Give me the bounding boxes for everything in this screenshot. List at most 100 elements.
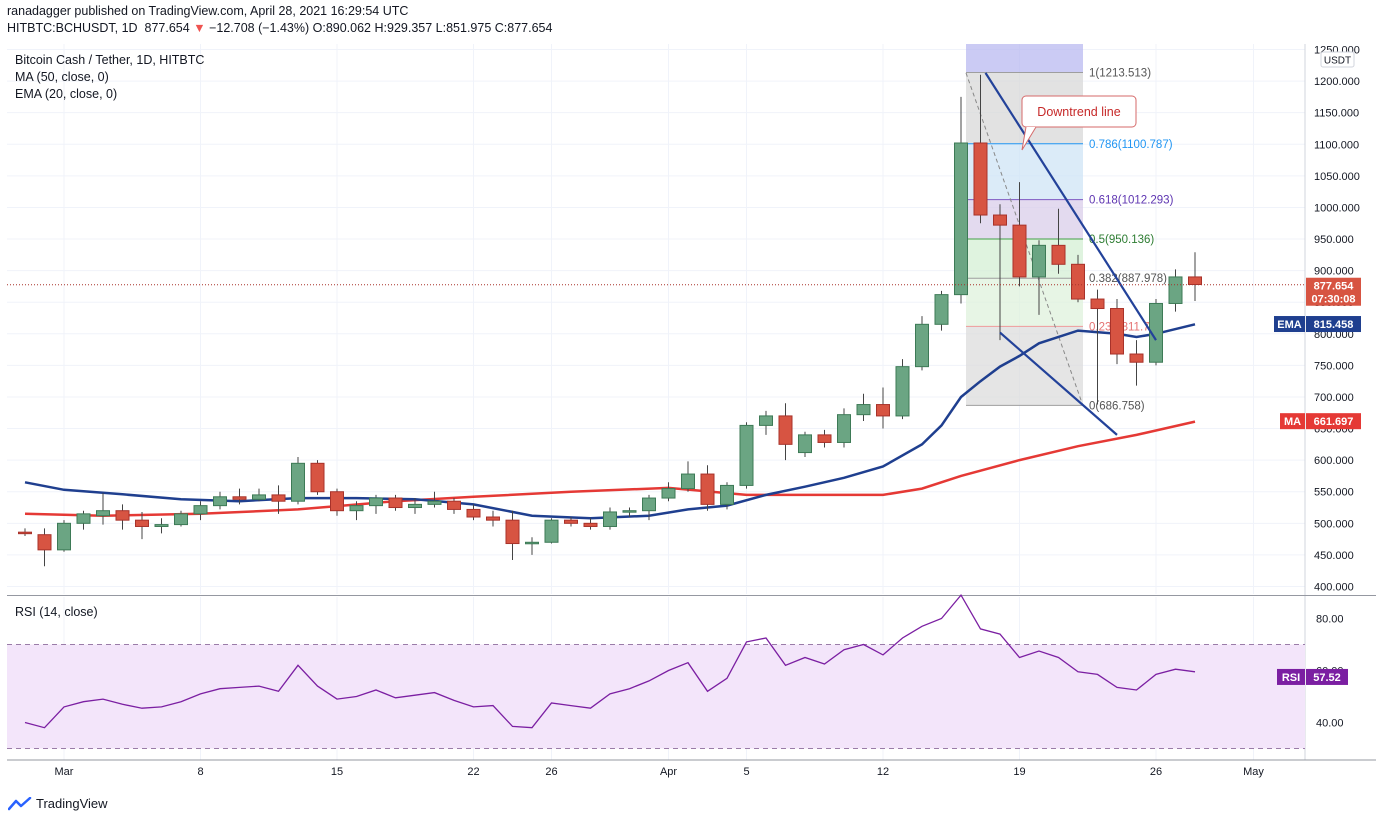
candle-body [232,496,247,500]
fib-band [966,44,1083,73]
time-tick-label: 19 [1013,766,1025,778]
candle-body [817,434,832,443]
candle-body [1051,244,1066,265]
high-value: H:929.357 [374,21,433,35]
fib-level-label: 0.786(1100.787) [1089,139,1173,151]
rsi-line [24,593,1196,729]
candle-body [57,522,71,551]
candle-body [408,503,422,509]
callout-box [1021,95,1137,128]
candle-body [37,534,52,551]
candle-body [18,531,32,535]
downtrend-channel-line [999,331,1118,436]
candle-body [310,462,325,493]
rsi-tick-label: 80.00 [1316,614,1344,626]
legend-title: Bitcoin Cash / Tether, 1D, HITBTC [15,53,205,67]
symbol-text: HITBTC:BCHUSDT, 1D [7,21,138,35]
candle-body [1168,276,1183,304]
ema20-line [24,323,1196,520]
price-tick-label: 1200.000 [1314,76,1360,88]
callout-label: Downtrend line [1037,105,1120,119]
time-tick-label: Mar [55,766,74,778]
open-value: O:890.062 [312,21,372,35]
fib-level-label: 0(686.758) [1089,400,1145,412]
candle-body [1188,276,1202,286]
rsi-tick-label: 40.00 [1316,718,1344,730]
low-value: L:851.975 [435,21,492,35]
legend-ma: MA (50, close, 0) [15,70,109,84]
price-change: −12.708 (−1.43%) [209,21,310,35]
tradingview-logo-icon [8,796,32,810]
time-tick-label: 12 [877,766,889,778]
time-tick-label: 26 [1150,766,1162,778]
ma-price-tag-label: 661.697 [1314,416,1354,428]
candle-body [837,414,851,443]
legend-ema: EMA (20, close, 0) [15,87,118,101]
candle-body [1090,298,1105,310]
change-arrow-icon: ▼ [193,21,206,35]
candle-body [466,508,481,518]
candle-body [700,473,715,505]
candle-body [1012,224,1027,278]
rsi-name-label: RSI [1282,672,1300,684]
candle-body [895,366,910,417]
candle-body [681,473,695,490]
candle-body [174,513,188,526]
price-tick-label: 1000.000 [1314,202,1360,214]
price-tick-label: 1050.000 [1314,171,1360,183]
callout-pointer [1021,126,1037,151]
tradingview-brand: TradingView [36,796,108,811]
ema-name-tag [1274,316,1305,333]
candle-body [934,294,949,325]
price-tick-label: 450.000 [1314,550,1354,562]
candle-body [96,510,110,517]
candle-body [388,497,403,509]
time-tick-label: 26 [545,766,557,778]
candle-body [544,519,559,543]
candle-body [1110,308,1124,355]
fib-level-label: 0.382(887.978) [1089,273,1167,285]
candle-body [135,519,149,527]
price-tick-label: 1100.000 [1314,139,1359,151]
fib-band [966,326,1083,406]
current-price-tag [1306,277,1361,306]
ma-name-tag [1280,413,1305,430]
ema-price-tag [1306,316,1361,333]
ma50-line [24,420,1196,517]
candle-body [583,522,598,527]
time-tick-label: 8 [197,766,203,778]
candle-body [271,494,286,502]
price-tick-label: 400.000 [1314,582,1354,594]
candle-body [739,424,754,486]
candle-body [759,415,773,426]
candle-body [1149,302,1163,363]
ema-price-tag-label: 815.458 [1314,319,1354,331]
time-tick-label: 15 [331,766,343,778]
rsi-value-tag [1306,668,1348,685]
ema-name-label: EMA [1277,319,1302,331]
candle-body [954,142,968,296]
candle-body [525,541,539,545]
candle-body [369,497,383,507]
candle-body [778,415,793,445]
candle-body [154,524,169,527]
candle-body [1032,244,1046,278]
candle-body [622,510,637,513]
candle-body [505,519,520,545]
time-tick-label: 5 [743,766,749,778]
candle-body [993,214,1007,226]
fib-level-label: 0.618(1012.293) [1089,195,1174,207]
close-value: C:877.654 [494,21,553,35]
candle-body [661,488,676,499]
candle-body [427,500,442,505]
downtrend-line [984,72,1157,341]
tradingview-logo[interactable]: TradingView [8,796,108,811]
candle-body [720,484,734,505]
candle-body [1129,353,1144,363]
rsi-value-tag-label: 57.52 [1313,672,1341,684]
candle-body [973,142,988,216]
fib-level-label: 1(1213.513) [1089,68,1151,80]
candle-body [486,516,500,521]
candle-body [115,510,130,521]
